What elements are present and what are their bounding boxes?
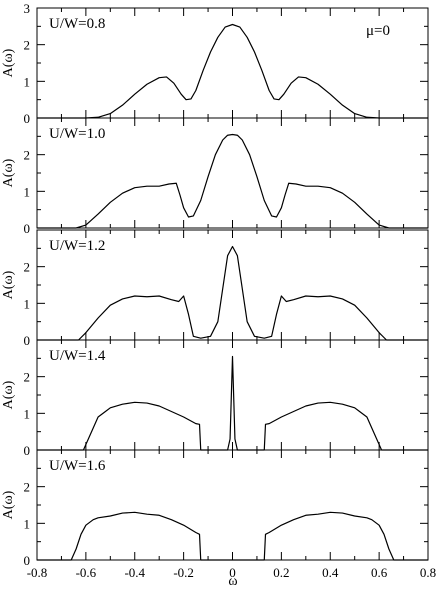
panel-4: 0 1 2 A(ω) U/W=1.4 — [1, 339, 429, 458]
spectral-curve — [37, 133, 428, 229]
y-tick-label: 1 — [24, 296, 31, 311]
panel-label: U/W=1.4 — [49, 348, 106, 364]
y-axis-title: A(ω) — [1, 490, 16, 519]
y-tick-label: 0 — [24, 221, 31, 236]
x-tick-label: 0.4 — [322, 565, 339, 580]
spectral-curve — [37, 245, 428, 341]
panel-label: U/W=1.2 — [49, 238, 105, 254]
y-tick-label: 0 — [24, 333, 31, 348]
y-tick-label: 1 — [24, 516, 31, 531]
panel-label: U/W=0.8 — [49, 16, 105, 32]
y-tick-label: 2 — [24, 260, 31, 275]
x-tick-label: -0.2 — [173, 565, 194, 580]
y-tick-label: 0 — [24, 443, 31, 458]
y-tick-label: 0 — [24, 111, 31, 126]
x-tick-labels: -0.8 -0.6 -0.4 -0.2 0 0.2 0.4 0.6 0.8 — [27, 565, 436, 580]
y-tick-label: 3 — [24, 1, 31, 16]
panel-1: 0 1 2 3 A(ω) U/W=0.8 μ=0 — [1, 1, 429, 126]
spectral-curve — [37, 355, 428, 451]
x-tick-label: -0.6 — [76, 565, 97, 580]
y-axis-title: A(ω) — [1, 380, 16, 409]
y-axis-title: A(ω) — [1, 158, 16, 187]
panel-3: 0 1 2 A(ω) U/W=1.2 — [1, 229, 429, 348]
spectral-curve — [37, 23, 428, 119]
x-axis-title: ω — [228, 574, 237, 589]
y-axis-title: A(ω) — [1, 270, 16, 299]
panel-2: 0 1 2 A(ω) U/W=1.0 — [1, 117, 429, 236]
y-tick-label: 2 — [24, 480, 31, 495]
panel-5: 0 1 2 A(ω) U/W=1.6 — [1, 449, 429, 568]
y-tick-label: 0 — [24, 553, 31, 568]
x-tick-label: -0.4 — [124, 565, 145, 580]
x-tick-label: 0.6 — [371, 565, 388, 580]
spectral-curve — [37, 511, 428, 561]
x-tick-label: 0.2 — [273, 565, 289, 580]
y-tick-label: 2 — [24, 38, 31, 53]
x-tick-label: 0 — [229, 565, 236, 580]
y-tick-label: 2 — [24, 370, 31, 385]
panel-label: U/W=1.0 — [49, 126, 105, 142]
y-tick-label: 2 — [24, 148, 31, 163]
y-tick-label: 1 — [24, 74, 31, 89]
panel-label: U/W=1.6 — [49, 458, 106, 474]
x-tick-label: -0.8 — [27, 565, 48, 580]
y-tick-label: 1 — [24, 184, 31, 199]
x-tick-label: 0.8 — [420, 565, 436, 580]
mu-annotation: μ=0 — [366, 23, 390, 39]
y-axis-title: A(ω) — [1, 48, 16, 77]
panels-group: 0 1 2 3 A(ω) U/W=0.8 μ=0 0 1 2 A(ω) U/W=1.0 0 1 2 A(ω) U… — [1, 1, 429, 568]
y-tick-label: 1 — [24, 406, 31, 421]
